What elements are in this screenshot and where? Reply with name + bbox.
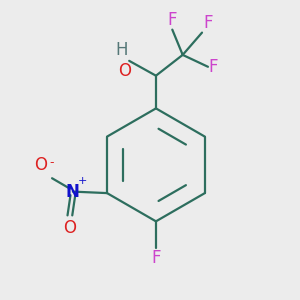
Text: O: O (34, 156, 48, 174)
Text: F: F (203, 14, 212, 32)
Text: O: O (118, 62, 131, 80)
Text: H: H (115, 41, 128, 59)
Text: O: O (63, 219, 76, 237)
Text: F: F (151, 249, 161, 267)
Text: N: N (66, 183, 80, 201)
Text: F: F (209, 58, 218, 76)
Text: F: F (167, 11, 177, 29)
Text: +: + (78, 176, 88, 186)
Text: -: - (49, 156, 54, 169)
